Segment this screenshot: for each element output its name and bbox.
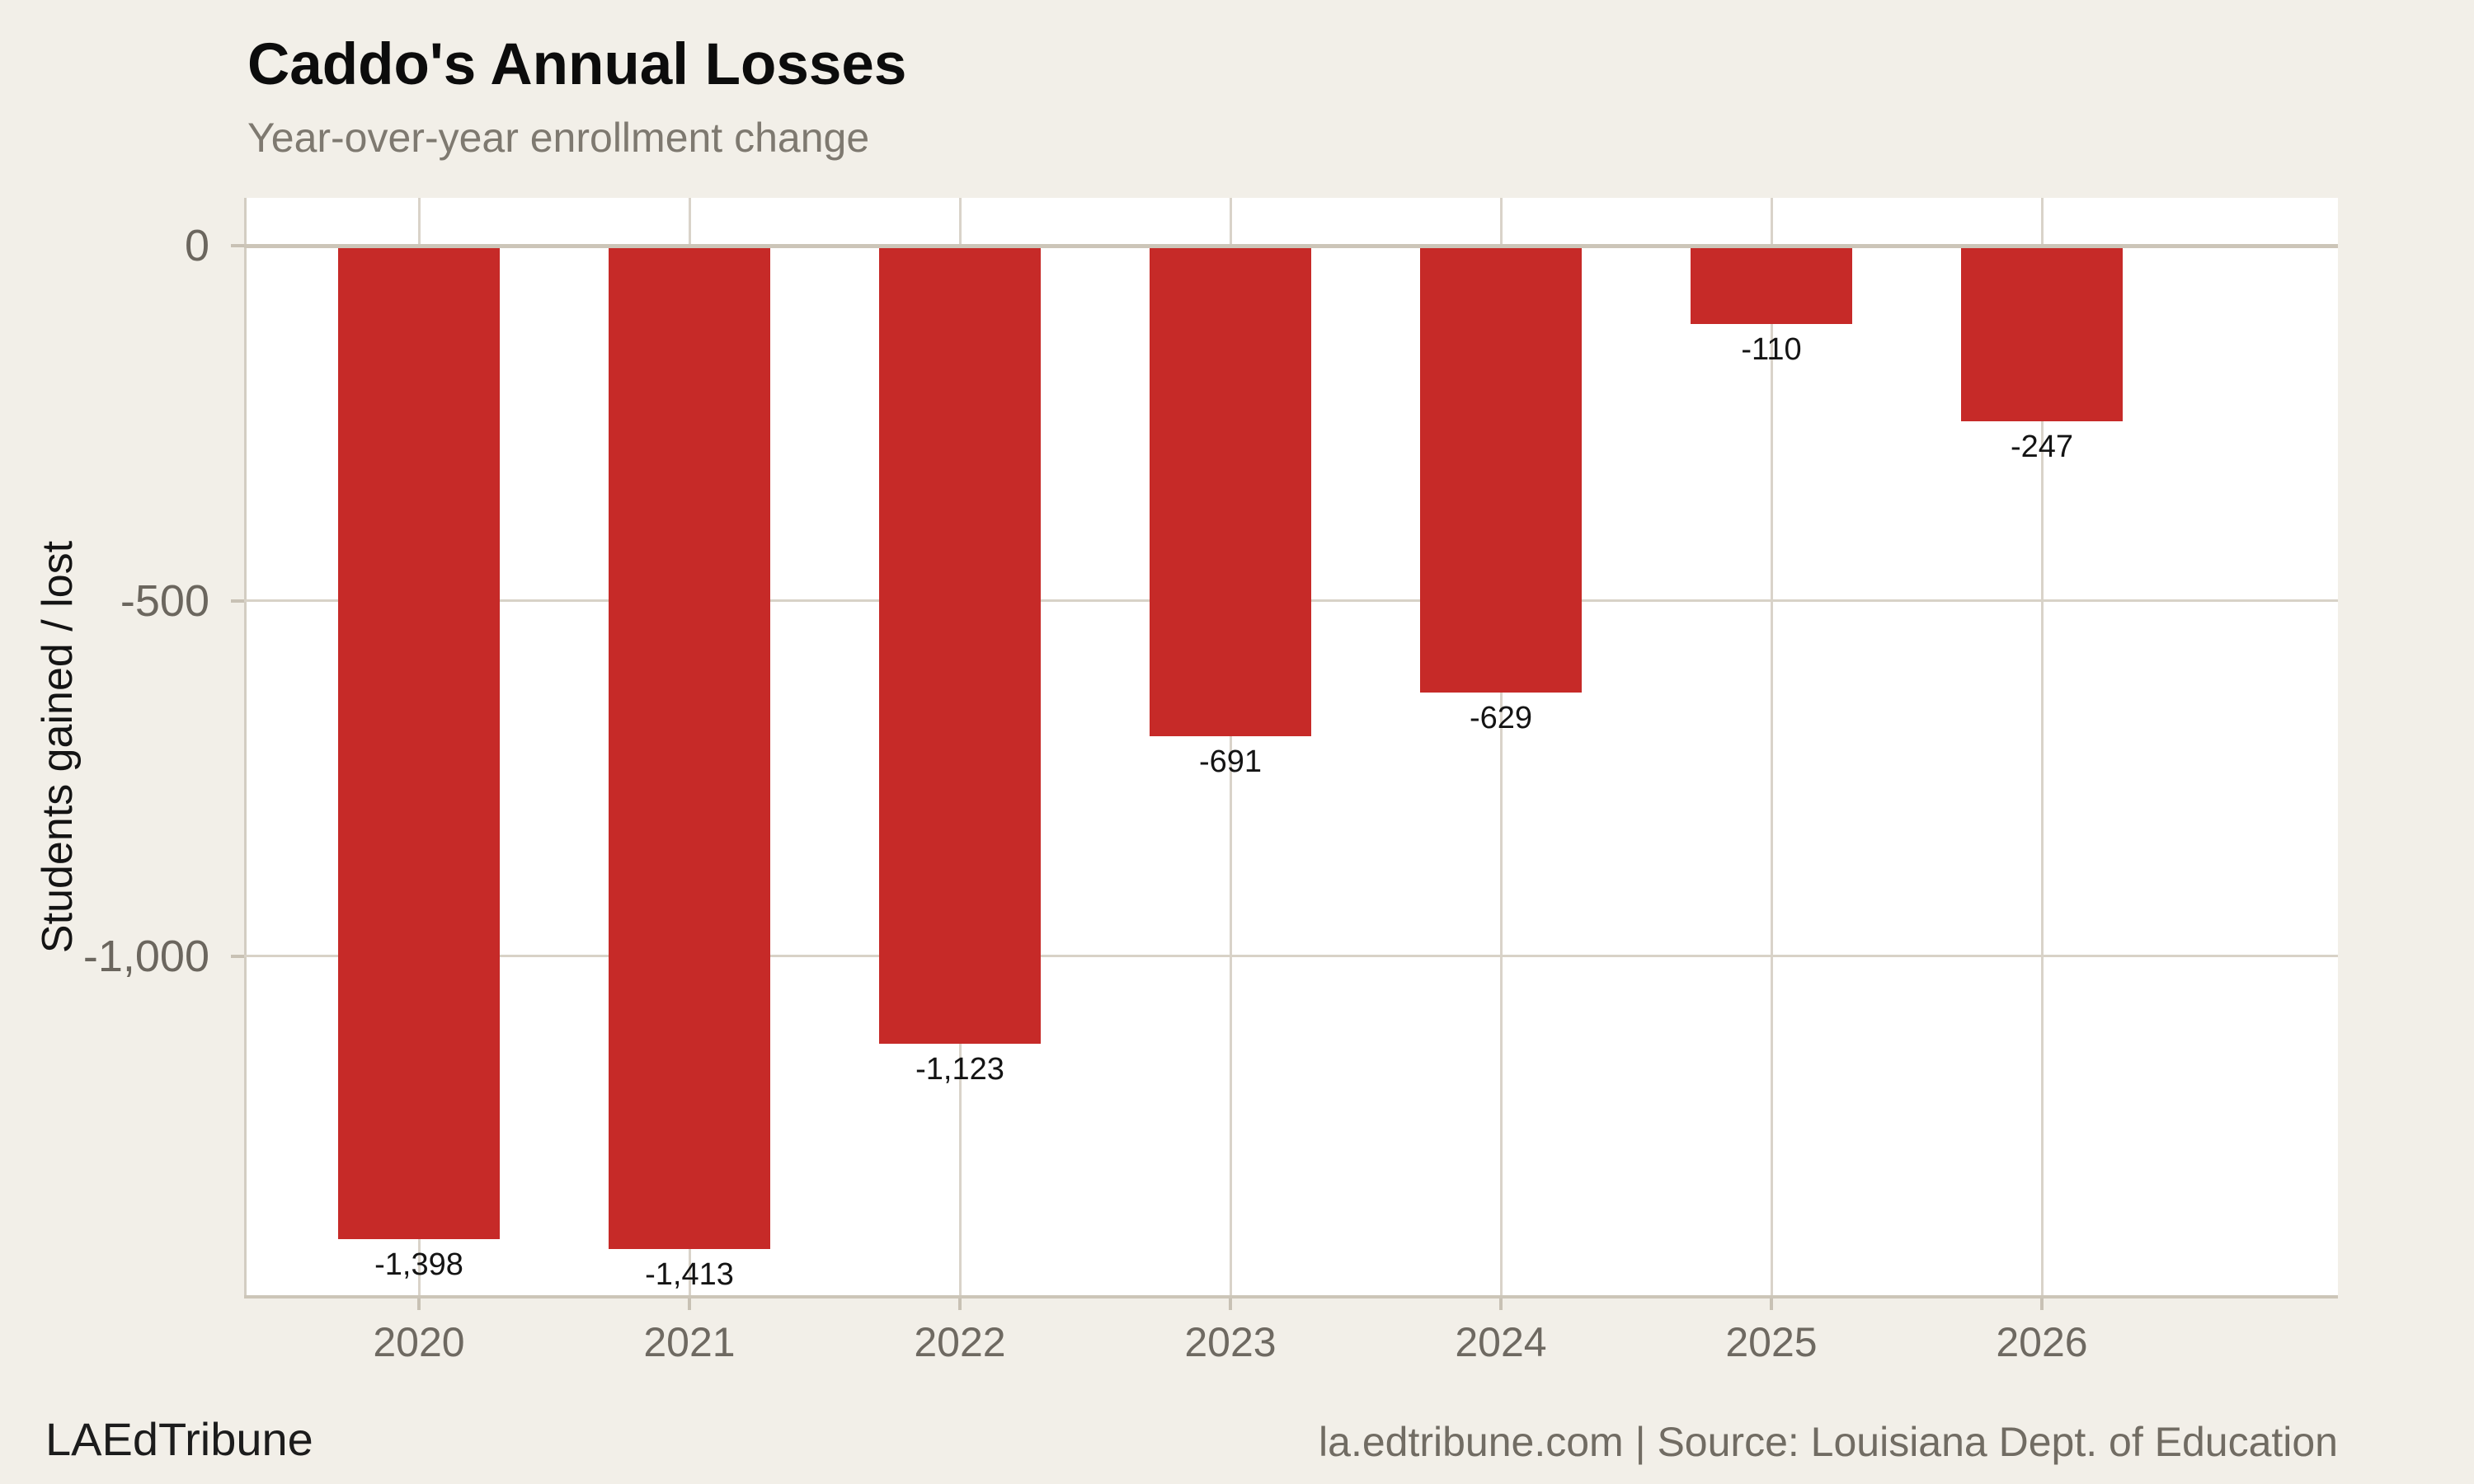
category-gridline [1229, 198, 1232, 1297]
x-tick-mark [958, 1297, 962, 1310]
x-tick-mark [1229, 1297, 1232, 1310]
plot-left-edge-line [244, 198, 247, 1297]
zero-baseline [244, 243, 2338, 248]
x-tick-mark [2040, 1297, 2044, 1310]
x-tick-label: 2020 [373, 1319, 465, 1365]
bar [609, 246, 770, 1249]
bar-value-label: -691 [1198, 744, 1263, 779]
y-gridline [244, 955, 2338, 958]
x-tick-label: 2025 [1725, 1319, 1818, 1365]
x-tick-mark [1499, 1297, 1503, 1310]
y-tick-mark [231, 954, 244, 958]
bar [1691, 246, 1852, 324]
y-tick-mark [231, 599, 244, 603]
x-tick-mark [1770, 1297, 1773, 1310]
chart-title: Caddo's Annual Losses [247, 32, 907, 97]
x-tick-label: 2026 [1996, 1319, 2088, 1365]
x-tick-mark [688, 1297, 691, 1310]
bar-value-label: -110 [1741, 332, 1802, 367]
y-tick-label: 0 [184, 221, 209, 270]
bar [1961, 246, 2123, 421]
bar [1420, 246, 1582, 693]
x-tick-label: 2023 [1184, 1319, 1277, 1365]
footer-brand: LAEdTribune [45, 1413, 313, 1465]
category-gridline [2040, 198, 2044, 1297]
bar [1150, 246, 1311, 736]
bar-value-label: -1,123 [915, 1052, 1004, 1087]
x-tick-label: 2022 [914, 1319, 1006, 1365]
category-gridline [1770, 198, 1773, 1297]
bar-value-label: -629 [1469, 701, 1533, 735]
footer-source: la.edtribune.com | Source: Louisiana Dep… [1319, 1419, 2338, 1465]
bar-value-label: -247 [2010, 430, 2074, 464]
plot-area [244, 198, 2338, 1298]
y-tick-label: -1,000 [82, 931, 209, 981]
bar [879, 246, 1041, 1044]
bar [338, 246, 500, 1239]
category-gridline [1499, 198, 1503, 1297]
y-tick-mark [231, 244, 244, 247]
bar-value-label: -1,413 [645, 1257, 734, 1292]
x-tick-label: 2021 [643, 1319, 736, 1365]
x-axis-line [244, 1295, 2338, 1298]
x-tick-label: 2024 [1455, 1319, 1547, 1365]
x-tick-mark [417, 1297, 421, 1310]
bar-value-label: -1,398 [374, 1247, 463, 1282]
y-tick-label: -500 [120, 575, 209, 626]
chart-subtitle: Year-over-year enrollment change [247, 115, 870, 161]
